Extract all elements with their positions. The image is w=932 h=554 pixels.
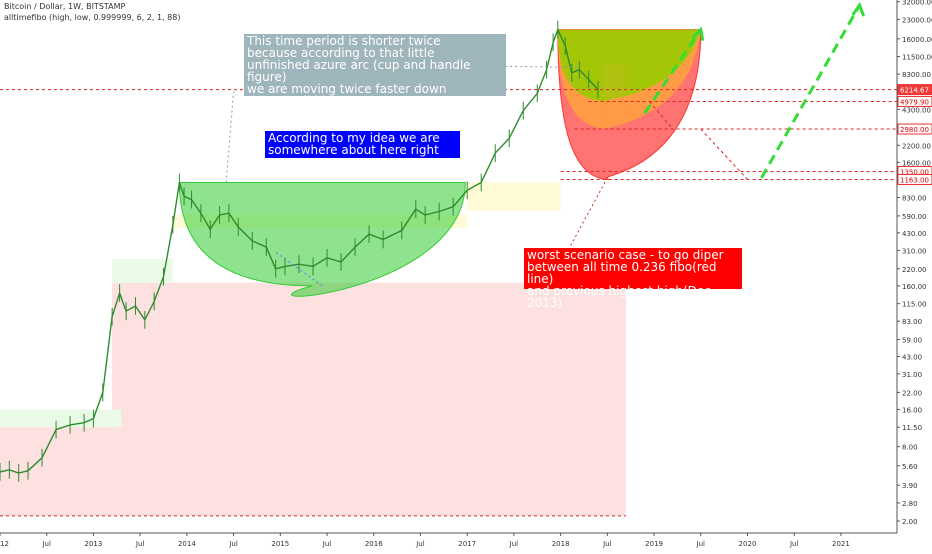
fib-zone-early bbox=[0, 427, 113, 516]
price-label: 4979.90 bbox=[900, 98, 929, 106]
price-label: 1350.00 bbox=[900, 168, 929, 176]
x-tick-label: Jul bbox=[789, 540, 799, 548]
x-tick-label: Jul bbox=[602, 540, 612, 548]
period-note: This time period is shorter twice becaus… bbox=[244, 34, 506, 107]
x-tick-label: Jul bbox=[696, 540, 706, 548]
worst-note-line: between all time 0.236 fibo(red line) bbox=[527, 260, 717, 286]
y-tick-label: 5.60 bbox=[902, 463, 918, 471]
drawing-lines-layer bbox=[0, 1, 897, 517]
y-tick-label: 590.00 bbox=[902, 213, 927, 221]
x-tick-label: 2020 bbox=[739, 540, 757, 548]
y-tick-label: 430.00 bbox=[902, 230, 927, 238]
fib-zone-green-early bbox=[0, 409, 122, 428]
period-note-line: unfinished azure arc (cup and handle fig… bbox=[247, 58, 471, 84]
worst-note-line: worst scenario case - to go diper bbox=[527, 248, 724, 262]
idea-note: According to my idea we are somewhere ab… bbox=[265, 131, 460, 168]
future-band bbox=[602, 64, 627, 130]
y-tick-label: 8300.00 bbox=[902, 71, 931, 79]
green-projection-arrow bbox=[643, 28, 703, 115]
green-projection-arrow bbox=[760, 4, 861, 179]
y-tick-label: 310.00 bbox=[902, 247, 927, 255]
period-note-pointer bbox=[225, 91, 235, 183]
idea-note-line: According to my idea we are bbox=[268, 131, 440, 145]
y-tick-label: 43.00 bbox=[902, 353, 922, 361]
y-tick-label: 32000.00 bbox=[902, 0, 932, 7]
y-tick-label: 830.00 bbox=[902, 195, 927, 203]
future-green-cup bbox=[557, 29, 701, 102]
y-tick-label: 11500.00 bbox=[902, 54, 932, 62]
x-tick-label: 2015 bbox=[271, 540, 289, 548]
y-tick-label: 160.00 bbox=[902, 283, 927, 291]
y-tick-label: 220.00 bbox=[902, 266, 927, 274]
x-tick-label: Jul bbox=[135, 540, 145, 548]
x-tick-label: 2013 bbox=[85, 540, 103, 548]
y-tick-label: 31.00 bbox=[902, 371, 922, 379]
x-tick-label: 2012 bbox=[0, 540, 9, 548]
x-tick-label: Jul bbox=[228, 540, 238, 548]
x-tick-label: 2019 bbox=[645, 540, 663, 548]
price-line bbox=[0, 27, 599, 474]
price-label-box bbox=[897, 95, 932, 107]
x-tick-label: 2014 bbox=[178, 540, 196, 548]
y-tick-label: 11.50 bbox=[902, 424, 922, 432]
fib-zone-yellow-2017 bbox=[467, 182, 561, 211]
y-tick-label: 59.00 bbox=[902, 336, 922, 344]
arrow-head bbox=[851, 1, 866, 17]
price-label-box bbox=[897, 173, 932, 185]
x-axis-panel bbox=[0, 533, 932, 550]
idea-note-line: somewhere about here right now bbox=[268, 143, 439, 169]
x-tick-label: 2016 bbox=[365, 540, 383, 548]
worst-note-line: and previous highest high(Dec 2013) bbox=[527, 284, 711, 310]
connector-dash bbox=[649, 101, 674, 130]
price-label: 1163.00 bbox=[900, 176, 929, 184]
y-tick-label: 16000.00 bbox=[902, 36, 932, 44]
period-note-line: because according to that little bbox=[247, 46, 435, 60]
drawing-shapes-layer bbox=[178, 29, 702, 297]
worst-case-note: worst scenario case - to go diper betwee… bbox=[524, 248, 742, 309]
y-tick-label: 2200.00 bbox=[902, 142, 931, 150]
y-tick-label: 2.80 bbox=[902, 500, 918, 508]
y-tick-label: 2.00 bbox=[902, 518, 918, 526]
period-note-line: we are moving twice faster down bbox=[247, 82, 447, 96]
y-tick-label: 8.00 bbox=[902, 444, 918, 452]
y-tick-label: 23000.00 bbox=[902, 16, 932, 24]
price-label: 2980.00 bbox=[900, 126, 929, 134]
x-tick-label: Jul bbox=[509, 540, 519, 548]
green-cup-arc bbox=[178, 181, 466, 297]
x-tick-label: 2021 bbox=[832, 540, 850, 548]
y-tick-label: 22.00 bbox=[902, 389, 922, 397]
period-note-line: This time period is shorter twice bbox=[247, 34, 441, 48]
x-tick-label: Jul bbox=[322, 540, 332, 548]
indicator-title: alltimefibo (high, low, 0.999999, 6, 2, … bbox=[4, 13, 181, 22]
price-label: 6214.67 bbox=[900, 87, 929, 95]
y-tick-label: 4300.00 bbox=[902, 106, 931, 114]
x-tick-label: Jul bbox=[41, 540, 51, 548]
price-label-box bbox=[897, 123, 932, 135]
price-series-layer bbox=[0, 20, 599, 482]
x-tick-label: Jul bbox=[415, 540, 425, 548]
arrow-head bbox=[691, 26, 705, 41]
y-tick-label: 1600.00 bbox=[902, 159, 931, 167]
y-tick-label: 115.00 bbox=[902, 301, 927, 309]
price-label-box bbox=[897, 84, 932, 96]
period-note-pointer bbox=[495, 65, 580, 68]
fib-zone-green-2013 bbox=[112, 258, 173, 283]
period-note-line: then we did in Apr 2014 bbox=[247, 94, 392, 108]
y-tick-label: 83.00 bbox=[902, 318, 922, 326]
symbol-title: Bitcoin / Dollar, 1W, BITSTAMP bbox=[4, 2, 126, 11]
y-tick-label: 16.00 bbox=[902, 406, 922, 414]
fib-zone-lower bbox=[112, 282, 627, 516]
x-tick-label: 2017 bbox=[458, 540, 476, 548]
y-tick-label: 3.90 bbox=[902, 482, 918, 490]
x-tick-label: 2018 bbox=[552, 540, 570, 548]
